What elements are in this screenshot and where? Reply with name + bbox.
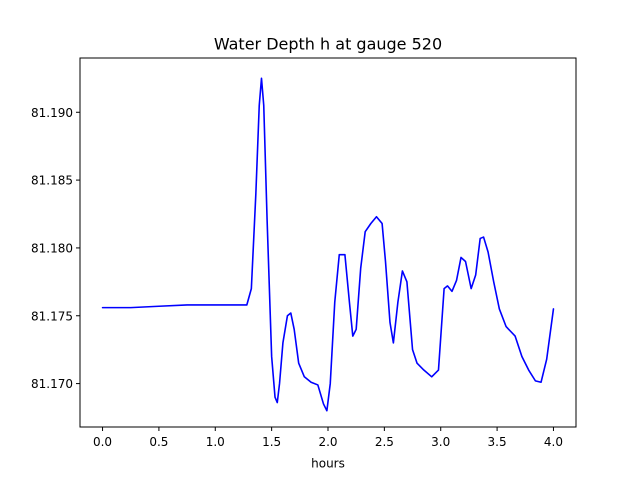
x-tick-label: 2.5 [375,435,394,449]
x-tick-label: 4.0 [544,435,563,449]
axis-ticks: 0.0 0.5 1.0 1.5 2.0 2.5 3.0 3.5 4.0 81.170 81.175 8… [31,106,563,449]
x-tick-label: 0.0 [93,435,112,449]
x-tick-label: 1.5 [262,435,281,449]
series-line-0 [101,77,555,412]
y-tick-label: 81.175 [31,309,73,323]
chart-title: Water Depth h at gauge 520 [214,35,442,54]
y-tick-label: 81.190 [31,106,73,120]
plot-area [101,77,555,412]
x-tick-label: 3.0 [431,435,450,449]
x-axis-label: hours [311,457,345,471]
y-tick-label: 81.170 [31,377,73,391]
x-tick-label: 2.0 [318,435,337,449]
axes-frame [79,57,577,428]
x-tick-label: 3.5 [488,435,507,449]
y-tick-label: 81.180 [31,241,73,255]
x-tick-label: 1.0 [206,435,225,449]
x-tick-label: 0.5 [149,435,168,449]
y-tick-label: 81.185 [31,174,73,188]
